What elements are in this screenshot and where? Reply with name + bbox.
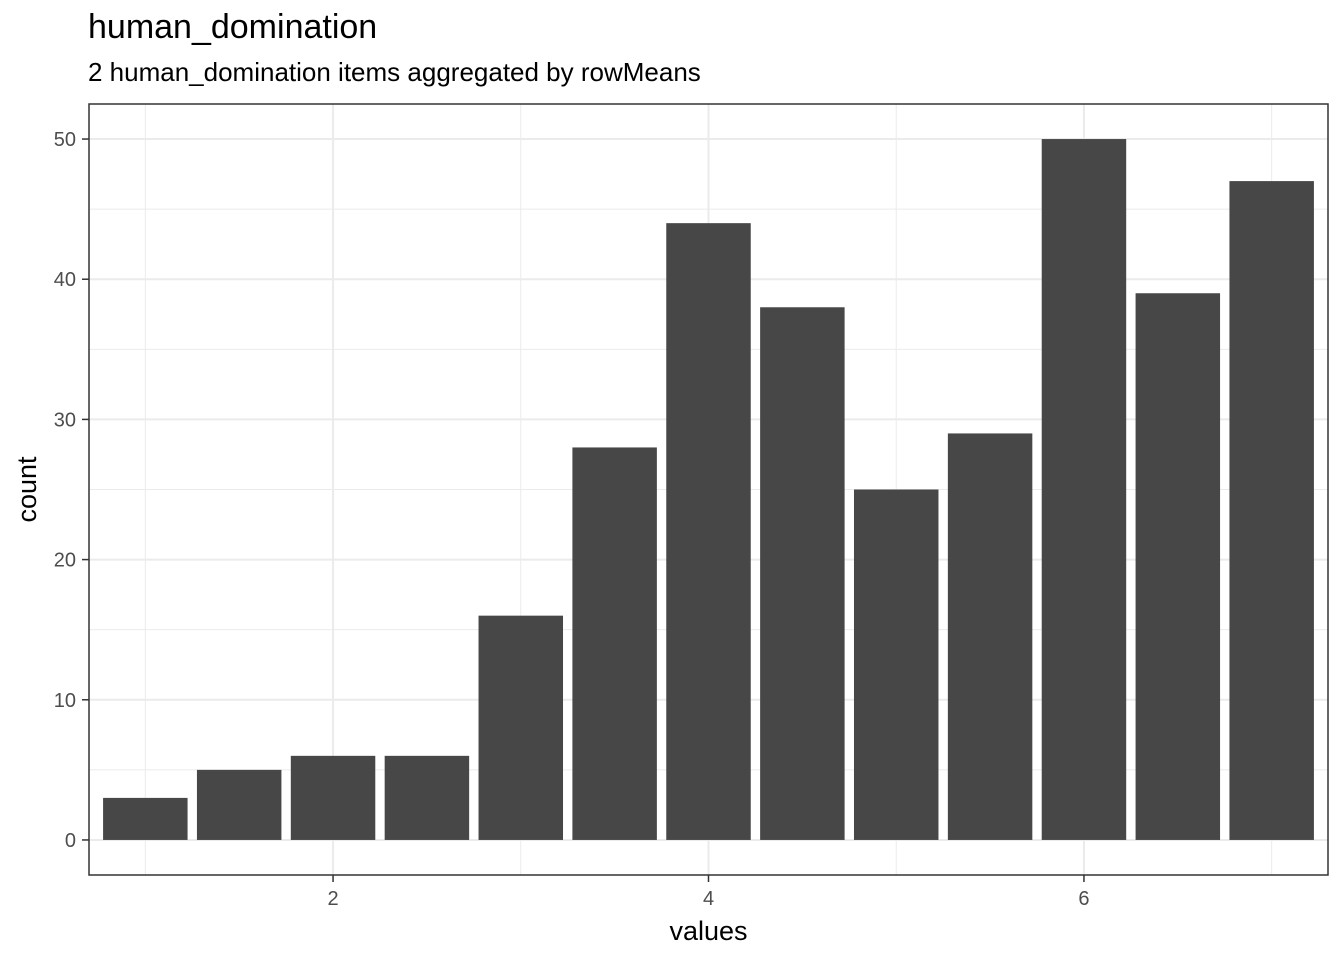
x-tick-label: 4 bbox=[703, 888, 714, 910]
x-tick-label: 6 bbox=[1078, 888, 1089, 910]
y-axis: 0 10 20 30 40 50 bbox=[54, 129, 89, 852]
y-tick-label: 30 bbox=[54, 409, 76, 431]
x-axis-title: values bbox=[669, 916, 747, 946]
bar bbox=[196, 769, 282, 840]
bar bbox=[290, 755, 376, 840]
chart-subtitle: 2 human_domination items aggregated by r… bbox=[88, 57, 701, 87]
bar bbox=[1135, 293, 1221, 840]
x-axis: 2 4 6 bbox=[327, 875, 1090, 910]
bar bbox=[1229, 181, 1314, 840]
y-tick-label: 40 bbox=[54, 269, 76, 291]
bar bbox=[666, 223, 751, 840]
bars bbox=[103, 139, 1314, 840]
y-tick-label: 20 bbox=[54, 550, 76, 572]
bar bbox=[478, 615, 564, 840]
bar bbox=[384, 755, 470, 840]
bar bbox=[947, 433, 1033, 840]
bar bbox=[1041, 139, 1127, 840]
bar bbox=[853, 489, 939, 840]
chart-title: human_domination bbox=[88, 8, 378, 46]
bar bbox=[572, 447, 657, 840]
y-tick-label: 0 bbox=[65, 830, 76, 852]
bar bbox=[103, 797, 188, 840]
y-tick-label: 50 bbox=[54, 129, 76, 151]
y-tick-label: 10 bbox=[54, 690, 76, 712]
x-tick-label: 2 bbox=[327, 888, 338, 910]
bar bbox=[760, 307, 845, 840]
y-axis-title: count bbox=[12, 456, 42, 523]
